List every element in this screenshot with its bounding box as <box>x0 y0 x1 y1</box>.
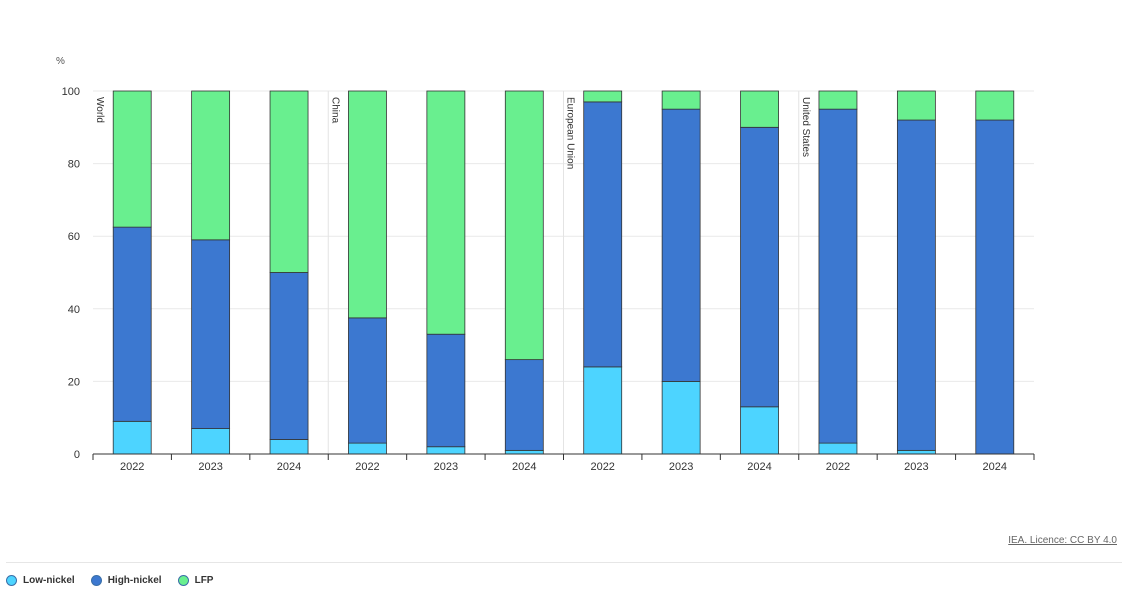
legend: Low-nickel High-nickel LFP <box>6 575 213 586</box>
legend-divider <box>6 562 1122 563</box>
y-tick-label: 60 <box>68 231 80 243</box>
licence-link[interactable]: IEA. Licence: CC BY 4.0 <box>1008 535 1117 546</box>
y-tick-label: 40 <box>68 304 80 316</box>
x-tick-label: 2022 <box>355 461 379 473</box>
legend-label: High-nickel <box>107 575 162 586</box>
bar-segment-lfp[interactable] <box>269 90 309 273</box>
x-tick-label: 2022 <box>826 461 850 473</box>
bar-segment-lfp[interactable] <box>112 90 152 228</box>
x-tick-label: 2022 <box>120 461 144 473</box>
bar-segment-high-nickel[interactable] <box>269 272 309 440</box>
bar-segment-low-nickel[interactable] <box>269 439 309 455</box>
bars <box>112 90 1015 455</box>
bar-segment-high-nickel[interactable] <box>191 239 231 429</box>
bar-segment-lfp[interactable] <box>818 90 858 110</box>
bar-segment-low-nickel[interactable] <box>191 428 231 455</box>
bar-segment-lfp[interactable] <box>583 90 623 103</box>
bar-segment-low-nickel[interactable] <box>661 380 701 455</box>
x-tick-label: 2023 <box>434 461 458 473</box>
bar-segment-low-nickel[interactable] <box>818 442 858 455</box>
bar-segment-low-nickel[interactable] <box>348 442 387 455</box>
axes: 0 20 40 60 80 100 World 2022 2023 2024 China 2022 20… <box>62 86 1035 473</box>
bar-segment-high-nickel[interactable] <box>975 119 1015 455</box>
bar-segment-high-nickel[interactable] <box>896 119 936 451</box>
region-label: World <box>94 97 105 123</box>
legend-label: LFP <box>194 575 214 586</box>
x-tick-label: 2024 <box>512 461 536 473</box>
bar-segment-lfp[interactable] <box>896 90 936 121</box>
y-unit-label: % <box>56 56 65 67</box>
legend-swatch <box>177 575 189 586</box>
legend-item-lfp[interactable]: LFP <box>177 575 214 586</box>
legend-item-low-nickel[interactable]: Low-nickel <box>6 575 75 586</box>
x-tick-label: 2022 <box>590 461 614 473</box>
bar-segment-high-nickel[interactable] <box>740 126 779 408</box>
bar-segment-high-nickel[interactable] <box>818 108 858 444</box>
legend-item-high-nickel[interactable]: High-nickel <box>90 575 162 586</box>
bar-segment-high-nickel[interactable] <box>426 333 466 448</box>
bar-segment-lfp[interactable] <box>191 90 231 241</box>
y-tick-label: 0 <box>74 449 80 461</box>
bar-segment-high-nickel[interactable] <box>348 317 387 444</box>
region-label: European Union <box>565 97 576 169</box>
x-tick-label: 2023 <box>904 461 928 473</box>
stacked-bar-chart: 0 20 40 60 80 100 World 2022 2023 2024 China 2022 20… <box>56 56 1035 473</box>
x-tick-label: 2024 <box>983 461 1007 473</box>
y-tick-label: 100 <box>62 86 80 98</box>
y-tick-label: 20 <box>68 376 80 388</box>
legend-swatch <box>90 575 102 586</box>
bar-segment-low-nickel[interactable] <box>504 449 544 455</box>
bar-segment-lfp[interactable] <box>426 90 466 335</box>
legend-swatch <box>6 575 17 586</box>
bar-segment-high-nickel[interactable] <box>583 101 623 368</box>
bar-segment-low-nickel[interactable] <box>896 449 936 455</box>
bar-segment-lfp[interactable] <box>348 90 387 319</box>
bar-segment-lfp[interactable] <box>504 90 544 361</box>
bar-segment-low-nickel[interactable] <box>740 406 779 455</box>
bar-segment-high-nickel[interactable] <box>504 359 544 451</box>
y-tick-label: 80 <box>68 159 80 171</box>
bar-segment-low-nickel[interactable] <box>112 420 152 455</box>
region-label: China <box>329 97 340 124</box>
region-label: United States <box>800 97 811 157</box>
group-separators <box>327 91 800 454</box>
bar-segment-high-nickel[interactable] <box>661 108 701 382</box>
x-tick-label: 2024 <box>277 461 301 473</box>
x-tick-label: 2023 <box>669 461 693 473</box>
legend-label: Low-nickel <box>23 575 75 586</box>
bar-segment-low-nickel[interactable] <box>426 446 466 455</box>
x-tick-label: 2024 <box>747 461 771 473</box>
bar-segment-lfp[interactable] <box>661 90 701 110</box>
bar-segment-low-nickel[interactable] <box>583 366 623 455</box>
bar-segment-lfp[interactable] <box>740 90 779 128</box>
bar-segment-lfp[interactable] <box>975 90 1015 121</box>
x-tick-label: 2023 <box>198 461 222 473</box>
bar-segment-high-nickel[interactable] <box>112 226 152 422</box>
